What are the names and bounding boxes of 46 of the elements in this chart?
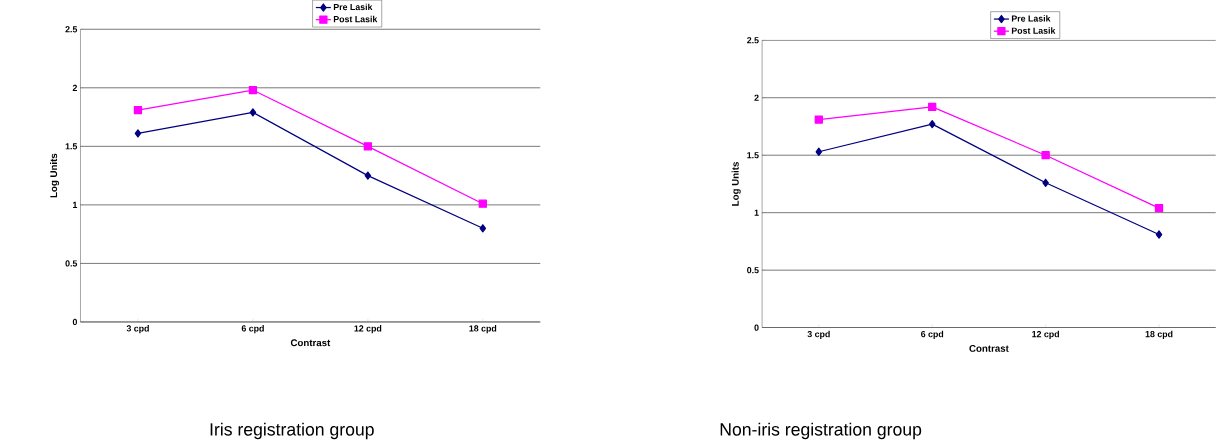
x-tick-label: 6 cpd	[241, 325, 264, 334]
x-tick-label: 6 cpd	[921, 330, 944, 339]
point	[363, 142, 373, 151]
point	[248, 86, 258, 95]
point	[1154, 203, 1164, 213]
x-tick-label: 3 cpd	[126, 325, 149, 334]
point	[1155, 230, 1163, 239]
x-tick-label: 18 cpd	[469, 325, 497, 334]
text: Non-iris registration group	[720, 422, 922, 440]
y-tick-label: 0	[72, 318, 78, 326]
y-tick-label: 0.5	[65, 260, 78, 267]
legend-label: Pre Lasik	[333, 3, 373, 11]
y-tick-label: 2	[754, 94, 759, 101]
point	[814, 115, 823, 124]
y-tick-label: 2.5	[747, 37, 759, 44]
y-tick-label: 1	[73, 201, 78, 208]
legend-label: Post Lasik	[1011, 27, 1056, 34]
y-tick-label: 0.5	[747, 267, 759, 274]
y-tick-label: 2.5	[65, 26, 78, 33]
point	[134, 129, 142, 138]
point	[479, 224, 487, 233]
point	[478, 199, 487, 208]
y-tick-label: 0	[754, 324, 759, 331]
y-tick-label: 1.5	[747, 152, 759, 159]
legend-label: Post Lasik	[333, 15, 378, 23]
y-tick-label: 1.5	[65, 143, 78, 150]
point	[133, 105, 143, 115]
x-axis-title: Contrast	[969, 345, 1009, 352]
x-tick-label: 18 cpd	[1145, 330, 1173, 339]
point	[1041, 151, 1050, 160]
legend-label: Pre Lasik	[1011, 15, 1051, 22]
point	[928, 120, 936, 129]
y-axis-title: Log Units	[731, 162, 741, 206]
point	[364, 171, 372, 180]
x-tick-label: 3 cpd	[807, 330, 830, 339]
text: Iris registration group	[210, 422, 374, 440]
point	[249, 108, 257, 117]
point	[928, 102, 937, 112]
x-tick-label: 12 cpd	[354, 325, 382, 334]
x-axis-title: Contrast	[290, 339, 331, 347]
y-axis-title: Log Units	[49, 153, 60, 198]
y-tick-label: 2	[72, 84, 78, 91]
y-tick-label: 1	[754, 209, 759, 216]
x-tick-label: 12 cpd	[1032, 330, 1059, 339]
point	[815, 147, 823, 156]
point	[1042, 178, 1049, 187]
